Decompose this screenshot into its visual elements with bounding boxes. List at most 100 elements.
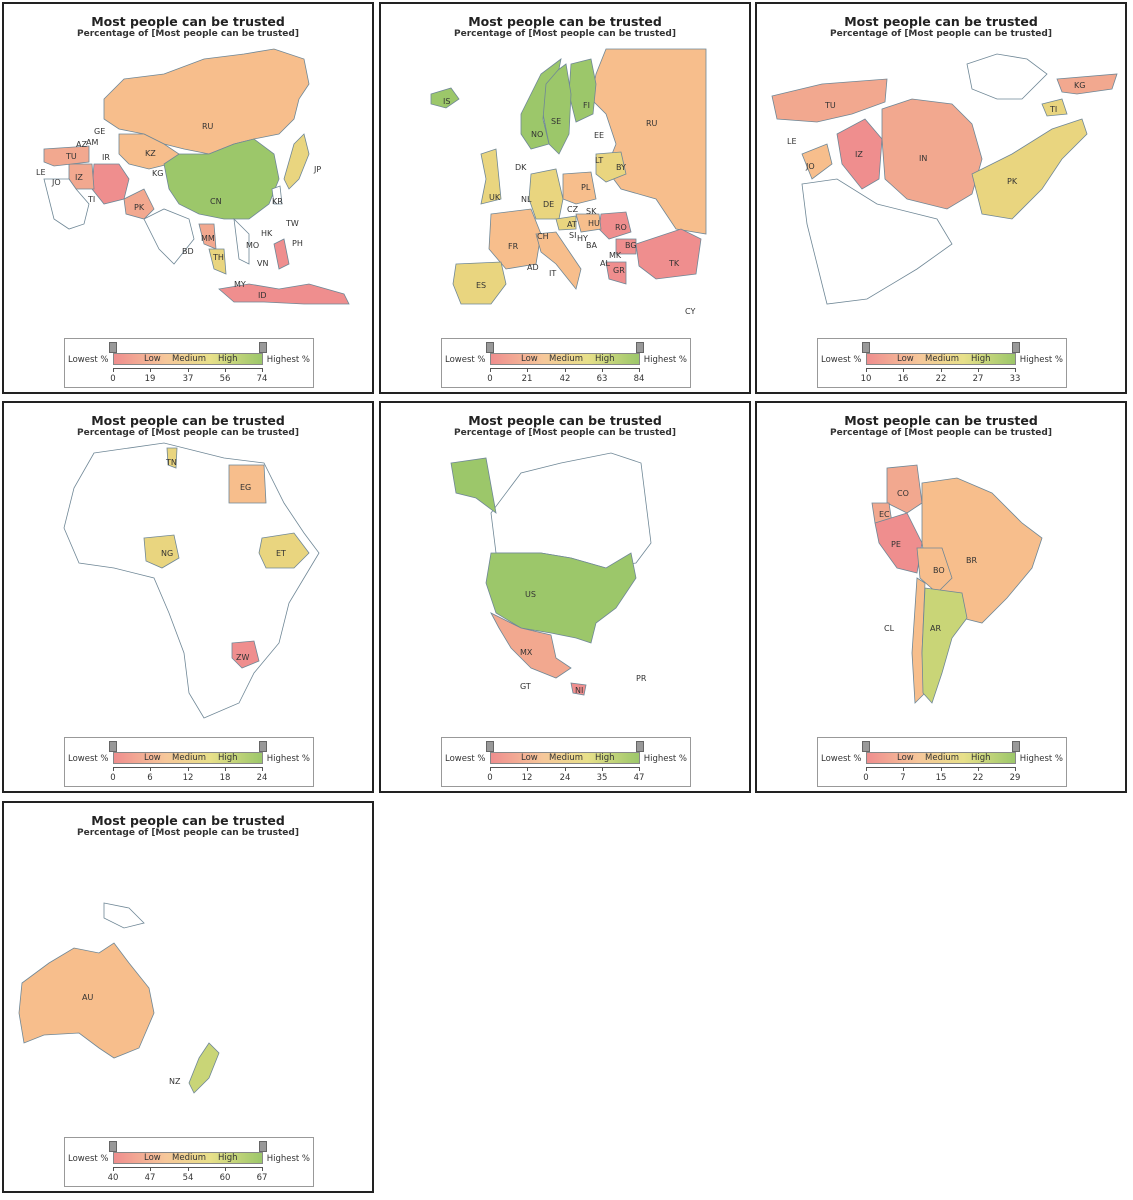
north-america-map: US MX GT NI PR [450,452,652,696]
svg-text:RU: RU [202,122,214,131]
north-america-labels: US MX GT NI PR [520,590,647,695]
europe-map: IS FI SE NO RU EE LT BY DK UK NL PL DE C… [430,48,707,316]
region-VN[interactable] [233,217,250,265]
region-HU[interactable] [575,213,602,233]
region-AR[interactable] [921,587,968,704]
legend-min-handle[interactable] [486,741,494,752]
region-TU[interactable] [43,145,90,167]
region-KG[interactable] [1056,73,1118,95]
region-DE[interactable] [528,168,564,220]
region-PL[interactable] [562,171,597,205]
region-ID[interactable] [218,283,350,305]
region-RU[interactable] [590,48,707,235]
region-MX[interactable] [490,612,572,679]
legend-min-handle[interactable] [109,741,117,752]
region-SE[interactable] [542,63,572,155]
svg-text:PR: PR [636,674,647,683]
svg-text:AZ: AZ [76,140,87,149]
svg-text:TI: TI [1049,105,1057,114]
region-IS[interactable] [430,87,460,109]
map-panel-south-america: Most people can be trusted Percentage of… [755,401,1127,793]
svg-text:JP: JP [313,165,321,174]
panel-subtitle: Percentage of [Most people can be truste… [77,428,299,438]
region-NI[interactable] [570,682,587,696]
region-IR[interactable] [91,163,130,205]
region-BG[interactable] [615,238,637,255]
legend-min-handle[interactable] [109,342,117,353]
svg-text:BG: BG [625,241,637,250]
region-NG[interactable] [143,534,180,569]
legend-max-handle[interactable] [259,342,267,353]
region-AU[interactable] [18,942,155,1059]
region-IN[interactable] [881,98,983,210]
svg-text:PE: PE [891,540,901,549]
svg-text:UK: UK [489,193,501,202]
legend-max-handle[interactable] [1012,741,1020,752]
legend-min-handle[interactable] [486,342,494,353]
region-TU[interactable] [771,78,888,123]
legend-min-handle[interactable] [862,741,870,752]
svg-text:GT: GT [520,682,531,691]
region-TI[interactable] [1041,98,1068,117]
region-AK[interactable] [450,457,497,514]
region-IZ[interactable] [836,118,883,190]
legend-min-handle[interactable] [109,1141,117,1152]
region-JO[interactable] [801,143,833,180]
panel-title: Most people can be trusted [844,14,1038,29]
region-KR[interactable] [271,185,283,205]
map-panel-europe: Most people can be trusted Percentage of… [379,2,751,394]
region-AT[interactable] [555,215,577,231]
region-NO[interactable] [520,58,562,150]
region-IT[interactable] [535,231,582,290]
svg-text:MM: MM [201,234,215,243]
region-TH[interactable] [208,248,227,275]
legend-max-handle[interactable] [636,741,644,752]
panel-subtitle: Percentage of [Most people can be truste… [454,428,676,438]
region-CN[interactable] [163,138,280,220]
svg-text:IZ: IZ [75,173,83,182]
region-NZ[interactable] [188,1042,220,1094]
svg-text:FR: FR [508,242,519,251]
panel-title: Most people can be trusted [468,14,662,29]
middle-east-map: TU KG LE TI IZ IN JO PK [771,53,1118,305]
region-PE[interactable] [874,512,923,574]
region-IN[interactable] [143,208,195,265]
region-CO[interactable] [886,464,923,514]
svg-text:ZW: ZW [236,653,249,662]
region-PK[interactable] [123,188,155,220]
region-US[interactable] [485,552,637,644]
legend-gradient: Low Medium High [866,353,1016,365]
africa-labels: TN EG NG ET ZW [161,458,286,662]
region-FR[interactable] [488,208,542,270]
region-ZW[interactable] [231,640,260,669]
svg-text:CN: CN [210,197,222,206]
region-BY[interactable] [595,151,627,183]
svg-text:KG: KG [152,169,163,178]
region-ET[interactable] [258,532,310,569]
region-GR[interactable] [605,261,627,285]
region-IZ[interactable] [68,163,95,190]
region-TK[interactable] [635,228,702,280]
region-BO[interactable] [916,547,953,594]
legend-min-handle[interactable] [862,342,870,353]
svg-text:US: US [525,590,536,599]
panel-title: Most people can be trusted [468,413,662,428]
legend-africa: Lowest % Low Medium High Highest % 0 6 1… [64,737,314,787]
region-TN[interactable] [166,447,178,469]
legend-max-handle[interactable] [259,1141,267,1152]
legend-max-handle[interactable] [636,342,644,353]
region-ES[interactable] [452,261,507,305]
region-JP[interactable] [283,133,310,190]
svg-text:JO: JO [51,178,61,187]
legend-max-handle[interactable] [259,741,267,752]
svg-text:CO: CO [897,489,909,498]
region-EG[interactable] [228,464,267,504]
region-FI[interactable] [568,58,597,123]
region-PK[interactable] [971,118,1088,220]
svg-text:BR: BR [966,556,977,565]
legend-gradient: Low Medium High [866,752,1016,764]
legend-max-handle[interactable] [1012,342,1020,353]
region-UK[interactable] [480,148,502,205]
svg-text:CZ: CZ [567,205,579,214]
region-PH[interactable] [273,238,290,270]
